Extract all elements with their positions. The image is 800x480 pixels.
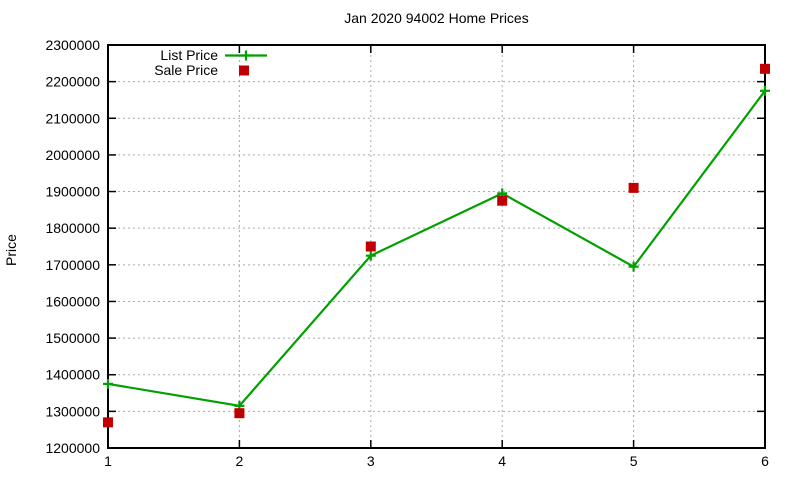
sale-price-point [628,182,639,193]
sale-price-point [497,195,508,206]
sale-price-point [365,241,376,252]
x-tick-label: 4 [498,453,506,469]
list-price-line [107,90,766,408]
y-tick-label: 2100000 [45,110,100,126]
legend-sale-price-sample [239,65,249,76]
y-tick-label: 1900000 [45,184,100,200]
y-tick-label: 1300000 [45,403,100,419]
x-tick-label: 5 [630,453,638,469]
y-tick-label: 1600000 [45,293,100,309]
x-tick-label: 2 [236,453,244,469]
y-tick-label: 1700000 [45,257,100,273]
x-tick-label: 6 [761,453,769,469]
y-tick-label: 1200000 [45,440,100,456]
plot-border [107,44,766,449]
x-tick-label: 1 [104,453,112,469]
y-tick-label: 2000000 [45,147,100,163]
y-tick-label: 2200000 [45,74,100,90]
y-tick-label: 1500000 [45,330,100,346]
y-axis-label: Price [3,234,19,266]
sale-price-point [103,417,113,428]
x-tick-label: 3 [367,453,375,469]
y-tick-label: 1800000 [45,220,100,236]
legend-entry-sale-price: Sale Price [154,62,218,78]
y-tick-label: 2300000 [45,37,100,53]
y-tick-label: 1400000 [45,367,100,383]
sale-price-point [234,408,245,419]
chart-title: Jan 2020 94002 Home Prices [344,10,529,26]
legend-entry-list-price: List Price [160,47,218,63]
sale-price-point [760,63,770,74]
